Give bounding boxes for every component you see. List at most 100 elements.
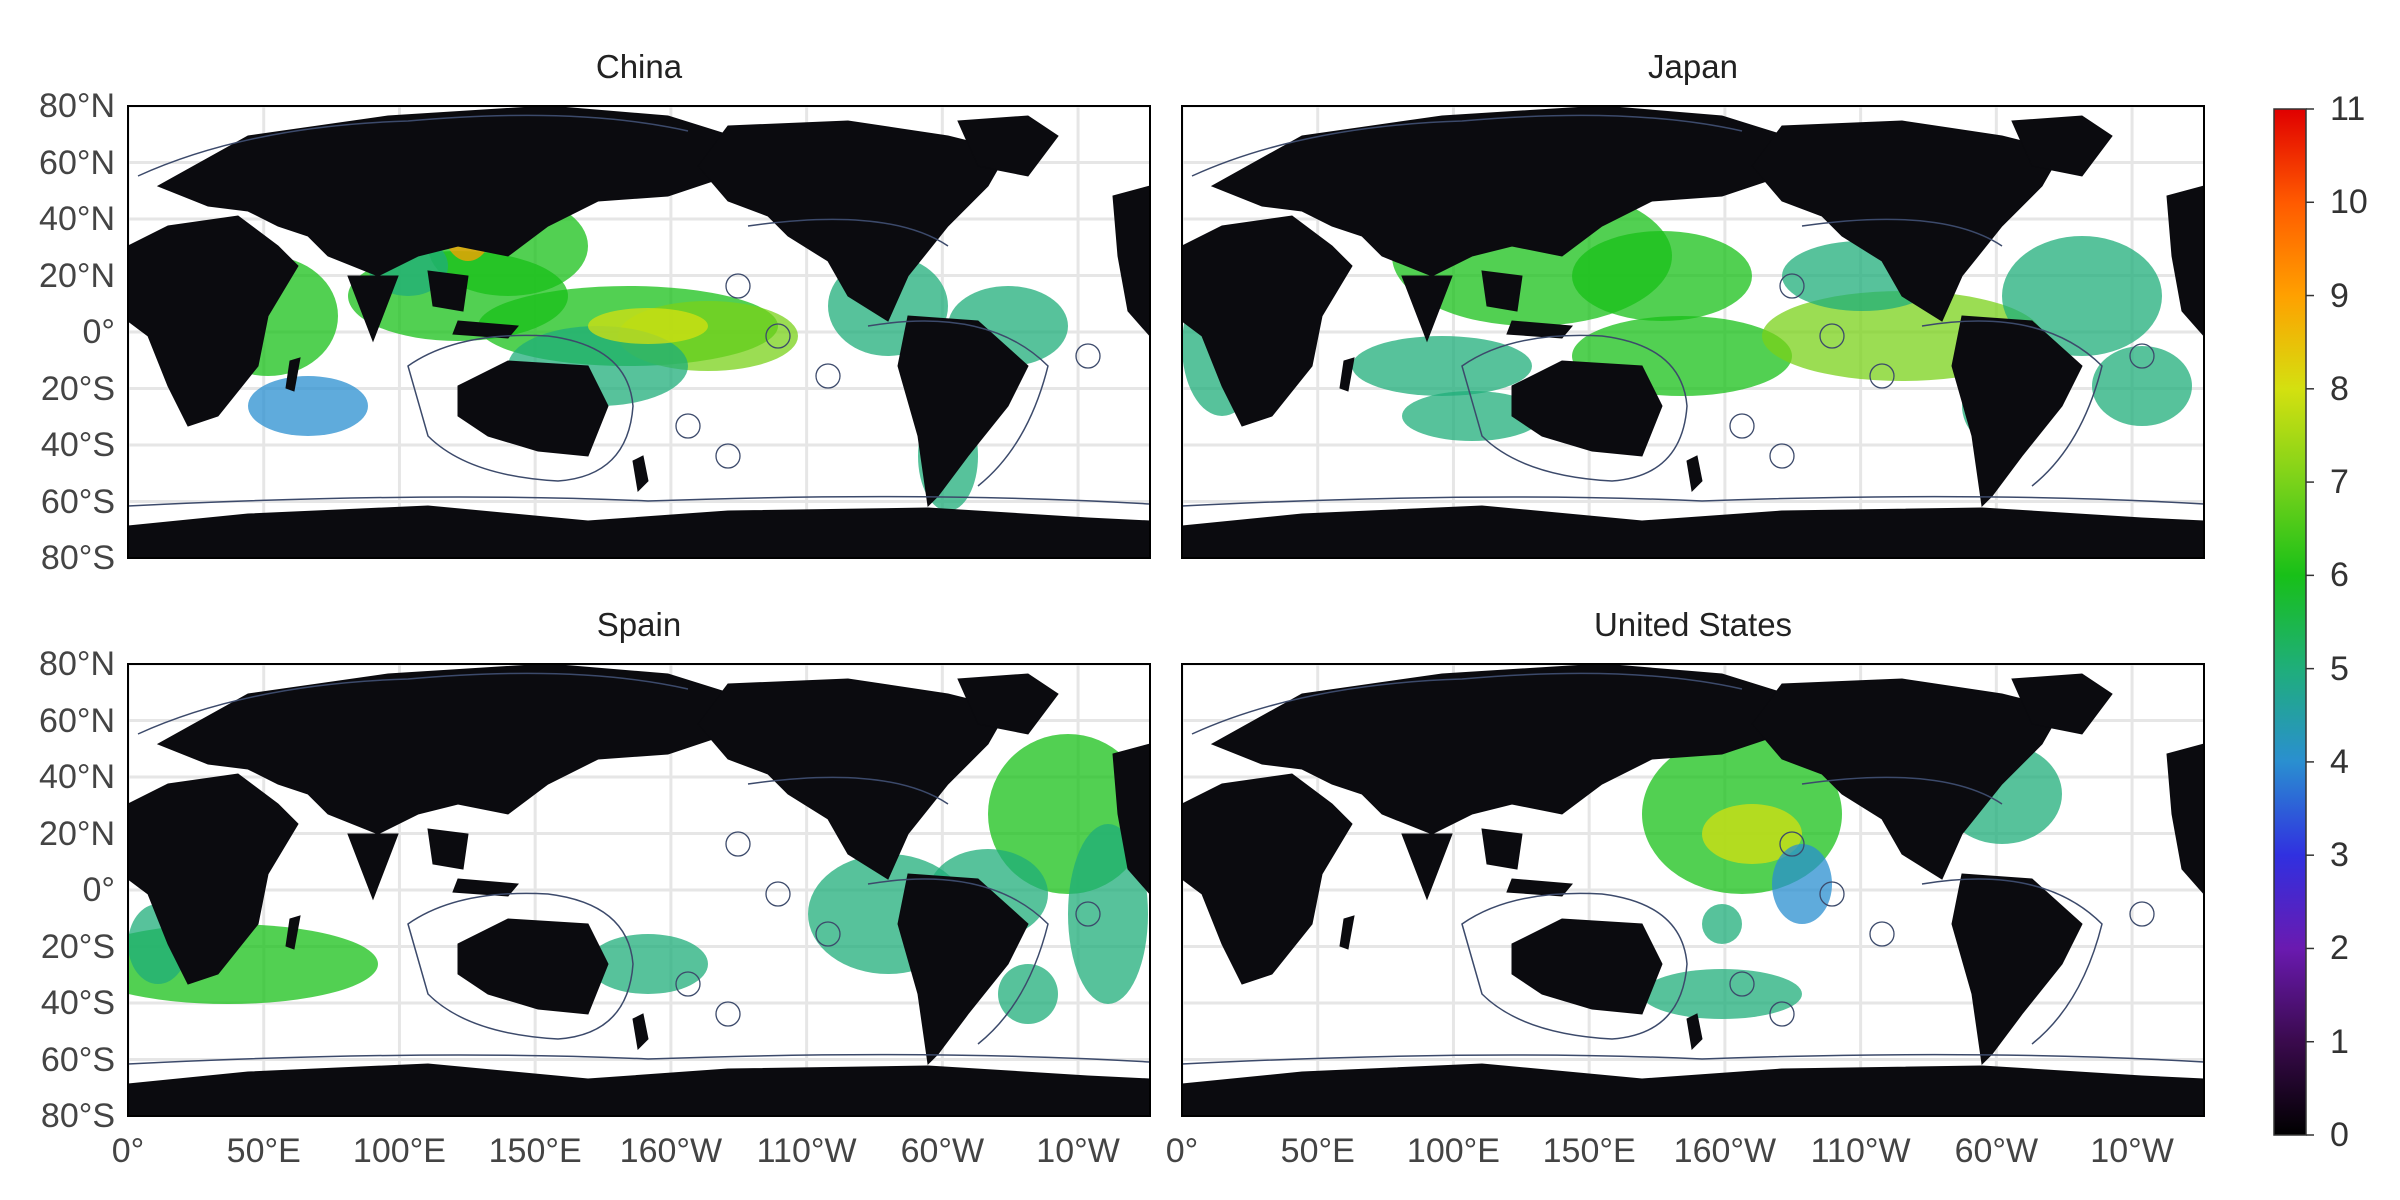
eez-island-boundary bbox=[2129, 343, 2155, 369]
lat-tick-label: 0° bbox=[82, 313, 115, 351]
eez-boundary bbox=[1182, 495, 2204, 507]
lat-tick-label: 40°N bbox=[39, 758, 115, 796]
landmass bbox=[1210, 106, 1803, 277]
eez-island-boundary bbox=[2129, 901, 2155, 927]
lat-tick-label: 60°N bbox=[39, 143, 115, 182]
eez-boundary bbox=[1191, 672, 1743, 735]
colorbar-tick-label: 11 bbox=[2330, 90, 2366, 128]
lon-tick-label: 150°E bbox=[1542, 1132, 1636, 1170]
lat-tick-label: 40°S bbox=[40, 426, 115, 464]
landmass bbox=[957, 115, 1059, 177]
lon-tick-label: 150°E bbox=[488, 1132, 582, 1170]
lon-tick-label: 100°E bbox=[352, 1132, 446, 1170]
colorbar-tick-label: 2 bbox=[2330, 929, 2349, 968]
eez-island-boundary bbox=[815, 921, 841, 947]
landmass bbox=[1506, 320, 1573, 339]
landmass bbox=[128, 1063, 1150, 1116]
landmass bbox=[1182, 773, 1353, 985]
eez-boundary bbox=[1801, 218, 2003, 247]
landmass bbox=[156, 106, 749, 277]
lon-tick-label: 0° bbox=[111, 1132, 145, 1170]
landmass bbox=[1339, 915, 1355, 950]
colorbar-tick-label: 9 bbox=[2330, 276, 2349, 315]
eez-island-boundary bbox=[1769, 443, 1795, 469]
lon-tick-label: 110°W bbox=[1810, 1132, 1911, 1170]
lon-tick-label: 160°W bbox=[619, 1132, 723, 1170]
landmass bbox=[1182, 1063, 2204, 1116]
landmass bbox=[1686, 1013, 1703, 1051]
lat-tick-label: 20°N bbox=[39, 256, 115, 295]
eez-island-boundary bbox=[1779, 831, 1805, 857]
eez-boundary bbox=[1191, 114, 1743, 177]
landmass bbox=[427, 828, 469, 870]
lon-tick-label: 160°W bbox=[1673, 1132, 1777, 1170]
fishing-effort-patch bbox=[1572, 231, 1752, 321]
colorbar-tick-label: 4 bbox=[2330, 742, 2349, 781]
eez-island-boundary bbox=[675, 413, 701, 439]
lat-tick-label: 60°S bbox=[40, 1040, 115, 1079]
lat-tick-label: 80°N bbox=[39, 645, 115, 683]
fishing-effort-patch bbox=[588, 308, 708, 344]
lat-tick-label: 20°N bbox=[39, 814, 115, 853]
eez-boundary bbox=[1921, 878, 2103, 1045]
eez-island-boundary bbox=[1769, 1001, 1795, 1027]
eez-island-boundary bbox=[765, 881, 791, 907]
landmass bbox=[457, 360, 609, 457]
colorbar-tick-label: 10 bbox=[2330, 183, 2368, 222]
landmass bbox=[427, 270, 469, 312]
panel-title-china: China bbox=[595, 48, 683, 85]
eez-island-boundary bbox=[725, 273, 751, 299]
lon-tick-label: 100°E bbox=[1406, 1132, 1500, 1170]
lat-tick-label: 80°N bbox=[39, 87, 115, 125]
lat-tick-label: 60°N bbox=[39, 701, 115, 740]
landmass bbox=[347, 275, 399, 343]
lon-tick-label: 10°W bbox=[1036, 1132, 1120, 1170]
eez-boundary bbox=[867, 878, 1049, 1045]
eez-boundary bbox=[867, 320, 1049, 487]
landmass bbox=[897, 315, 1029, 508]
lat-tick-label: 20°S bbox=[40, 369, 115, 408]
lon-tick-label: 0° bbox=[1165, 1132, 1199, 1170]
eez-island-boundary bbox=[765, 323, 791, 349]
lat-tick-label: 80°S bbox=[40, 1097, 115, 1135]
lat-tick-label: 0° bbox=[82, 871, 115, 909]
eez-boundary bbox=[407, 892, 634, 1040]
eez-island-boundary bbox=[1729, 413, 1755, 439]
landmass bbox=[2166, 743, 2204, 895]
landmass bbox=[1112, 743, 1150, 895]
eez-boundary bbox=[1801, 776, 2003, 805]
fishing-effort-patch bbox=[998, 964, 1058, 1024]
landmass bbox=[347, 833, 399, 901]
eez-boundary bbox=[1461, 892, 1688, 1040]
eez-island-boundary bbox=[715, 1001, 741, 1027]
colorbar-tick-label: 1 bbox=[2330, 1022, 2349, 1061]
landmass bbox=[957, 673, 1059, 735]
map-frame bbox=[1181, 105, 2205, 559]
fishing-effort-patch bbox=[1642, 969, 1802, 1019]
map-frame bbox=[127, 105, 1151, 559]
eez-island-boundary bbox=[1869, 363, 1895, 389]
lat-tick-label: 20°S bbox=[40, 927, 115, 966]
landmass bbox=[1112, 185, 1150, 337]
eez-island-boundary bbox=[725, 831, 751, 857]
landmass bbox=[452, 878, 519, 897]
panel-title-united-states: United States bbox=[1593, 606, 1793, 643]
fishing-effort-patch bbox=[1702, 904, 1742, 944]
lon-tick-label: 50°E bbox=[226, 1132, 301, 1170]
fishing-effort-patch bbox=[2002, 236, 2162, 356]
lat-tick-label: 60°S bbox=[40, 482, 115, 521]
eez-boundary bbox=[407, 334, 634, 482]
eez-island-boundary bbox=[1819, 881, 1845, 907]
landmass bbox=[632, 1013, 649, 1051]
lat-tick-label: 40°S bbox=[40, 984, 115, 1022]
fishing-effort-patch bbox=[248, 376, 368, 436]
lon-tick-label: 110°W bbox=[756, 1132, 857, 1170]
landmass bbox=[1182, 215, 1353, 427]
landmass bbox=[1481, 828, 1523, 870]
landmass bbox=[1401, 833, 1453, 901]
landmass bbox=[1339, 357, 1355, 392]
landmass bbox=[1506, 878, 1573, 897]
landmass bbox=[1182, 505, 2204, 558]
